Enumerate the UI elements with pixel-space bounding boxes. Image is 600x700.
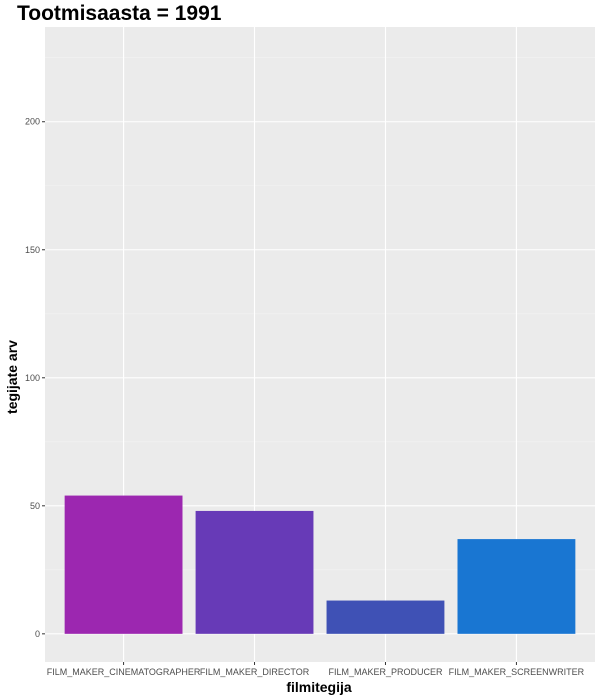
chart-title: Tootmisaasta = 1991: [17, 2, 222, 25]
y-tick-label: 50: [30, 501, 40, 511]
bar-film-maker-cinematographer: [64, 495, 183, 634]
y-axis: 0 50 100 150 200: [25, 117, 45, 639]
bars: [64, 495, 576, 634]
x-tick-label: FILM_MAKER_PRODUCER: [328, 667, 443, 677]
y-tick-label: 0: [35, 629, 40, 639]
x-tick-label: FILM_MAKER_CINEMATOGRAPHER: [47, 667, 201, 677]
x-axis: FILM_MAKER_CINEMATOGRAPHER FILM_MAKER_DIR…: [47, 662, 585, 677]
bar-film-maker-director: [195, 510, 314, 634]
x-axis-title: filmitegija: [286, 679, 352, 695]
y-tick-label: 100: [25, 373, 40, 383]
x-tick-label: FILM_MAKER_DIRECTOR: [200, 667, 310, 677]
y-axis-title: tegijate arv: [4, 340, 20, 414]
bar-film-maker-screenwriter: [457, 539, 576, 634]
x-tick-label: FILM_MAKER_SCREENWRITER: [449, 667, 585, 677]
bar-film-maker-producer: [326, 600, 445, 634]
y-tick-label: 150: [25, 245, 40, 255]
y-tick-label: 200: [25, 117, 40, 127]
